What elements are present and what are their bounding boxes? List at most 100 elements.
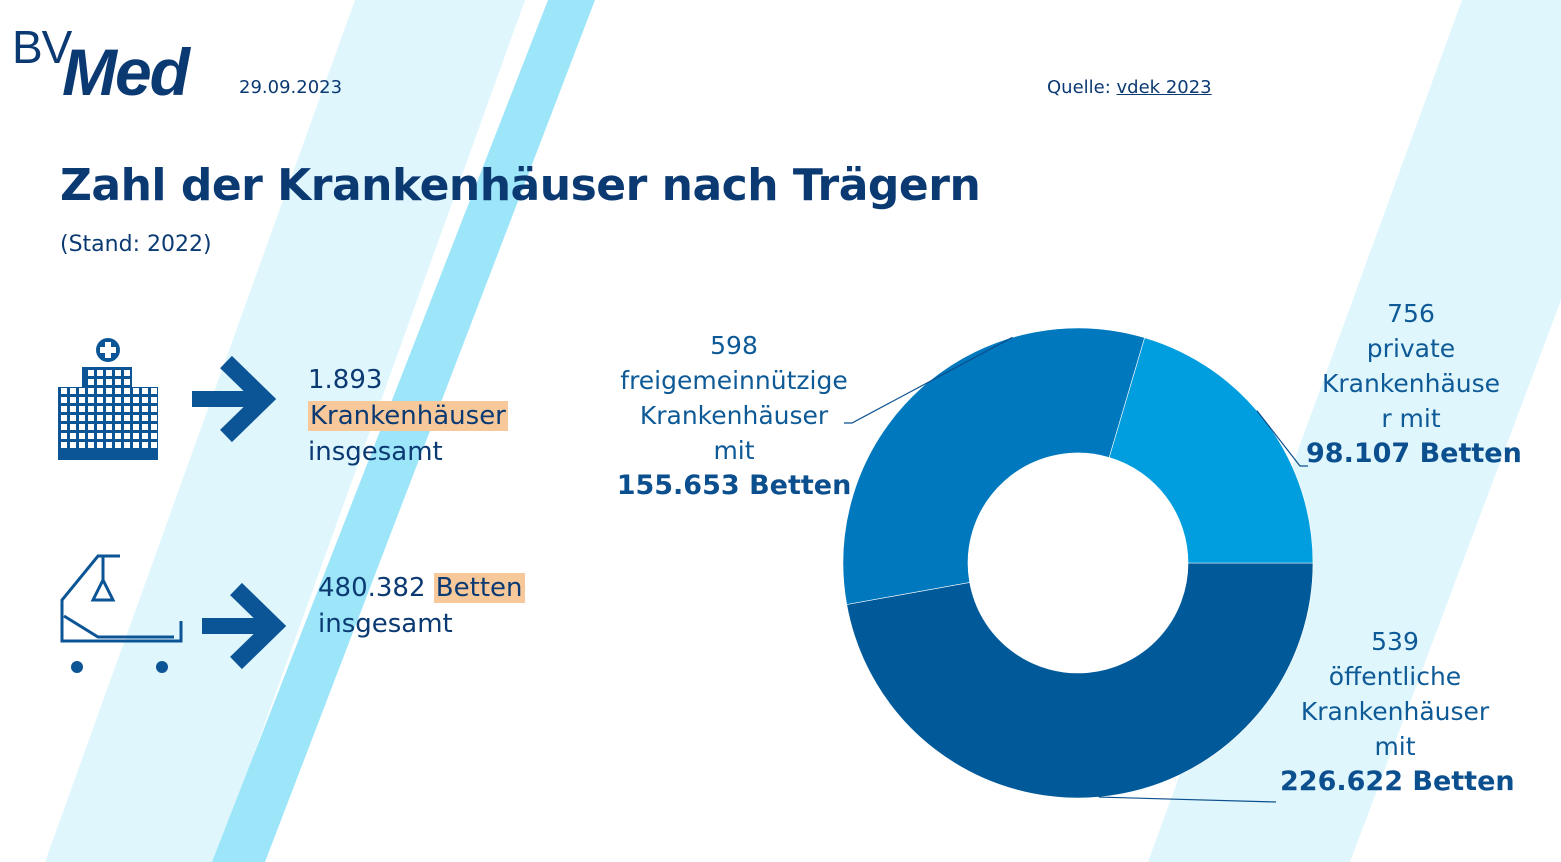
window	[124, 379, 130, 385]
label-line: mit	[713, 436, 755, 465]
window	[61, 442, 67, 448]
hospital-building-icon	[58, 338, 158, 460]
window	[70, 397, 76, 403]
window	[142, 442, 148, 448]
window	[115, 415, 121, 421]
window	[106, 424, 112, 430]
window	[70, 433, 76, 439]
leader-line-freigemeinnützige	[844, 336, 1013, 424]
source-link[interactable]: vdek 2023	[1116, 77, 1212, 98]
page-subtitle: (Stand: 2022)	[60, 232, 212, 257]
label-line: Krankenhäuser	[1300, 697, 1490, 726]
window	[97, 388, 103, 394]
window	[61, 388, 67, 394]
window	[97, 442, 103, 448]
stripe-light-left	[45, 0, 525, 862]
window	[79, 424, 85, 430]
window	[106, 415, 112, 421]
window	[61, 406, 67, 412]
window	[124, 388, 130, 394]
window	[133, 397, 139, 403]
window	[79, 397, 85, 403]
window	[79, 442, 85, 448]
chart-label-oeffentliche: 539 öffentliche Krankenhäuser mit 226.62…	[1280, 624, 1515, 799]
window	[115, 406, 121, 412]
window	[151, 433, 157, 439]
window	[79, 415, 85, 421]
window	[124, 433, 130, 439]
window	[115, 388, 121, 394]
hospitals-total-stat: 1.893 Krankenhäuser insgesamt	[308, 362, 508, 470]
window	[88, 397, 94, 403]
beds-total-number: 480.382	[318, 573, 426, 603]
label-line: 539	[1371, 627, 1419, 656]
label-beds: 155.653 Betten	[616, 470, 852, 501]
window	[142, 406, 148, 412]
window	[88, 424, 94, 430]
window	[97, 415, 103, 421]
window	[124, 406, 130, 412]
donut-slice-öffentliche	[846, 562, 1314, 799]
window	[79, 406, 85, 412]
label-line: 756	[1387, 299, 1435, 328]
window	[70, 442, 76, 448]
hospitals-total-suffix: insgesamt	[308, 437, 443, 467]
arrow-right-icon	[202, 583, 287, 669]
window	[106, 370, 112, 376]
label-line: mit	[1374, 732, 1416, 761]
hospitals-total-label: Krankenhäuser	[308, 401, 508, 431]
window	[106, 379, 112, 385]
window	[133, 433, 139, 439]
window	[70, 406, 76, 412]
window	[106, 388, 112, 394]
logo-bv-text: BV	[12, 21, 72, 73]
window	[142, 388, 148, 394]
window	[97, 433, 103, 439]
window	[115, 370, 121, 376]
label-line: öffentliche	[1328, 662, 1462, 691]
window	[106, 397, 112, 403]
window	[88, 406, 94, 412]
window	[151, 388, 157, 394]
window	[151, 424, 157, 430]
label-beds: 226.622 Betten	[1280, 766, 1515, 797]
window	[124, 442, 130, 448]
label-line: r mit	[1381, 404, 1441, 433]
window	[97, 406, 103, 412]
window	[61, 397, 67, 403]
window	[97, 424, 103, 430]
window	[106, 433, 112, 439]
window	[124, 397, 130, 403]
window	[133, 388, 139, 394]
publication-date: 29.09.2023	[239, 77, 343, 98]
label-line: Krankenhäuse	[1321, 369, 1501, 398]
window	[70, 424, 76, 430]
stripe-mid	[212, 0, 595, 862]
window	[124, 370, 130, 376]
window	[115, 433, 121, 439]
window	[124, 424, 130, 430]
beds-total-stat: 480.382 Betten insgesamt	[318, 570, 525, 642]
label-beds: 98.107 Betten	[1306, 438, 1522, 469]
window	[88, 370, 94, 376]
window	[88, 433, 94, 439]
donut-slice-freigemeinnützige	[842, 327, 1146, 605]
hospitals-total-number: 1.893	[308, 365, 383, 395]
window	[97, 397, 103, 403]
window	[115, 442, 121, 448]
window	[151, 406, 157, 412]
window	[106, 406, 112, 412]
logo-med-text: Med	[62, 35, 190, 109]
source-citation: Quelle: vdek 2023	[1047, 77, 1212, 98]
window	[133, 442, 139, 448]
window	[151, 442, 157, 448]
window	[124, 415, 130, 421]
beds-total-suffix: insgesamt	[318, 609, 453, 639]
window	[115, 397, 121, 403]
page-title: Zahl der Krankenhäuser nach Trägern	[60, 160, 981, 211]
source-prefix: Quelle:	[1047, 77, 1117, 98]
window	[88, 379, 94, 385]
window	[142, 415, 148, 421]
window	[106, 442, 112, 448]
